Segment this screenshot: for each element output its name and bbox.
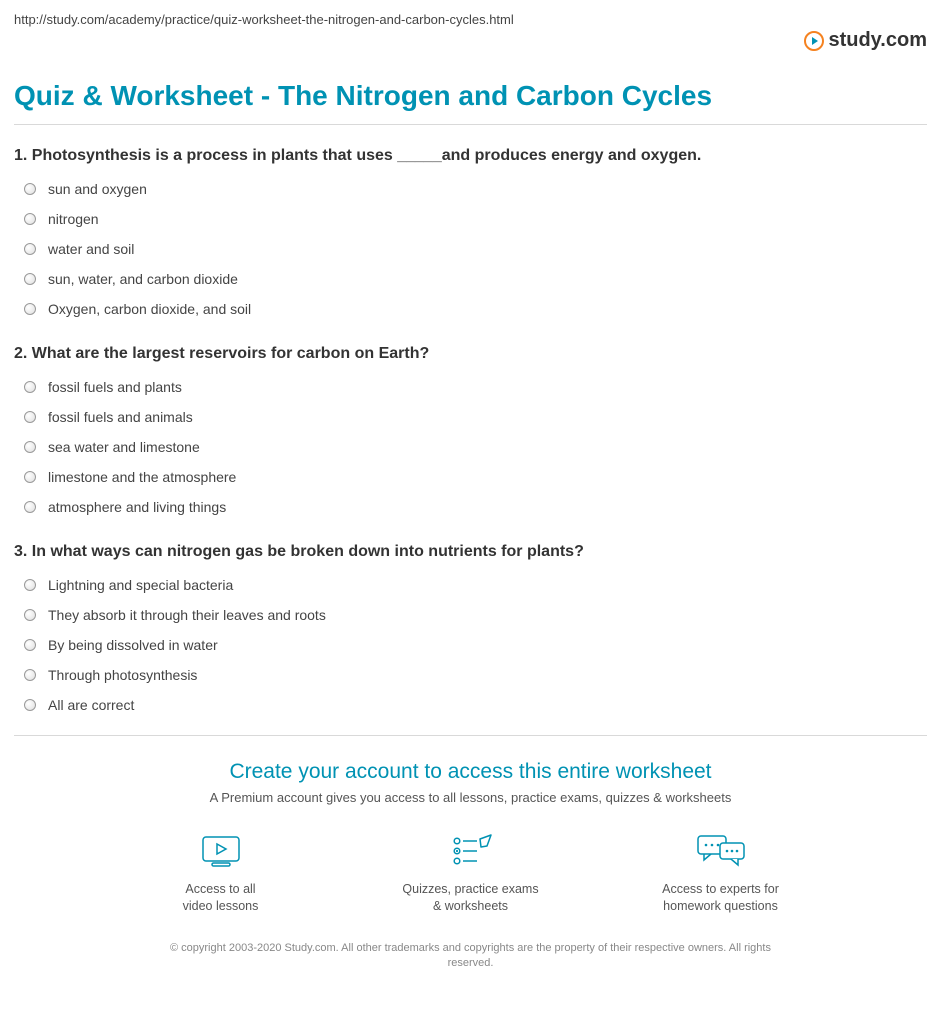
option-row[interactable]: Oxygen, carbon dioxide, and soil: [24, 301, 927, 317]
cta-section: Create your account to access this entir…: [14, 735, 927, 972]
url-bar: http://study.com/academy/practice/quiz-w…: [14, 12, 927, 27]
benefit-video-text: Access to allvideo lessons: [183, 881, 259, 915]
option-row[interactable]: Lightning and special bacteria: [24, 577, 927, 593]
radio-icon[interactable]: [24, 303, 36, 315]
question-prompt: 2. What are the largest reservoirs for c…: [14, 345, 927, 363]
benefit-quiz-text: Quizzes, practice exams& worksheets: [402, 881, 538, 915]
cta-title: Create your account to access this entir…: [14, 760, 927, 784]
radio-icon[interactable]: [24, 579, 36, 591]
logo-text: study.com: [828, 29, 927, 52]
radio-icon[interactable]: [24, 441, 36, 453]
benefit-video: Access to allvideo lessons: [141, 833, 301, 915]
video-icon: [197, 833, 245, 869]
option-row[interactable]: They absorb it through their leaves and …: [24, 607, 927, 623]
option-row[interactable]: fossil fuels and animals: [24, 409, 927, 425]
question-number: 2.: [14, 345, 27, 362]
option-label: By being dissolved in water: [48, 637, 218, 653]
option-row[interactable]: sun and oxygen: [24, 181, 927, 197]
studycom-logo: study.com: [804, 29, 927, 52]
question-block: 1. Photosynthesis is a process in plants…: [14, 147, 927, 317]
option-label: All are correct: [48, 697, 134, 713]
option-label: water and soil: [48, 241, 134, 257]
question-text: What are the largest reservoirs for carb…: [32, 345, 429, 362]
radio-icon[interactable]: [24, 381, 36, 393]
radio-icon[interactable]: [24, 609, 36, 621]
option-row[interactable]: limestone and the atmosphere: [24, 469, 927, 485]
option-row[interactable]: By being dissolved in water: [24, 637, 927, 653]
radio-icon[interactable]: [24, 639, 36, 651]
radio-icon[interactable]: [24, 411, 36, 423]
options-list: sun and oxygen nitrogen water and soil sun,…: [14, 181, 927, 317]
option-row[interactable]: nitrogen: [24, 211, 927, 227]
option-label: sun and oxygen: [48, 181, 147, 197]
copyright-text: © copyright 2003-2020 Study.com. All oth…: [161, 941, 781, 972]
option-label: fossil fuels and plants: [48, 379, 182, 395]
logo-play-icon: [804, 31, 824, 51]
option-row[interactable]: sea water and limestone: [24, 439, 927, 455]
option-label: atmosphere and living things: [48, 499, 226, 515]
option-row[interactable]: atmosphere and living things: [24, 499, 927, 515]
question-number: 3.: [14, 543, 27, 560]
radio-icon[interactable]: [24, 183, 36, 195]
benefit-chat: Access to experts forhomework questions: [641, 833, 801, 915]
option-label: limestone and the atmosphere: [48, 469, 236, 485]
option-row[interactable]: sun, water, and carbon dioxide: [24, 271, 927, 287]
option-label: Oxygen, carbon dioxide, and soil: [48, 301, 251, 317]
radio-icon[interactable]: [24, 213, 36, 225]
question-text: Photosynthesis is a process in plants th…: [32, 147, 702, 164]
question-text: In what ways can nitrogen gas be broken …: [32, 543, 584, 560]
radio-icon[interactable]: [24, 669, 36, 681]
option-label: They absorb it through their leaves and …: [48, 607, 326, 623]
radio-icon[interactable]: [24, 501, 36, 513]
page-title: Quiz & Worksheet - The Nitrogen and Carb…: [14, 80, 927, 112]
benefit-quiz: Quizzes, practice exams& worksheets: [391, 833, 551, 915]
option-row[interactable]: Through photosynthesis: [24, 667, 927, 683]
chat-icon: [694, 833, 748, 869]
quiz-icon: [447, 833, 495, 869]
radio-icon[interactable]: [24, 471, 36, 483]
option-row[interactable]: fossil fuels and plants: [24, 379, 927, 395]
benefit-chat-text: Access to experts forhomework questions: [662, 881, 779, 915]
option-row[interactable]: water and soil: [24, 241, 927, 257]
option-label: sun, water, and carbon dioxide: [48, 271, 238, 287]
option-label: Lightning and special bacteria: [48, 577, 233, 593]
radio-icon[interactable]: [24, 243, 36, 255]
question-block: 3. In what ways can nitrogen gas be brok…: [14, 543, 927, 713]
options-list: Lightning and special bacteria They absor…: [14, 577, 927, 713]
radio-icon[interactable]: [24, 699, 36, 711]
question-number: 1.: [14, 147, 27, 164]
option-label: fossil fuels and animals: [48, 409, 193, 425]
radio-icon[interactable]: [24, 273, 36, 285]
option-label: nitrogen: [48, 211, 99, 227]
option-label: sea water and limestone: [48, 439, 200, 455]
option-row[interactable]: All are correct: [24, 697, 927, 713]
question-prompt: 3. In what ways can nitrogen gas be brok…: [14, 543, 927, 561]
title-divider: [14, 124, 927, 125]
option-label: Through photosynthesis: [48, 667, 197, 683]
benefits-row: Access to allvideo lessons Quizzes, prac…: [14, 833, 927, 915]
cta-subtitle: A Premium account gives you access to al…: [14, 790, 927, 805]
question-prompt: 1. Photosynthesis is a process in plants…: [14, 147, 927, 165]
question-block: 2. What are the largest reservoirs for c…: [14, 345, 927, 515]
options-list: fossil fuels and plants fossil fuels and …: [14, 379, 927, 515]
